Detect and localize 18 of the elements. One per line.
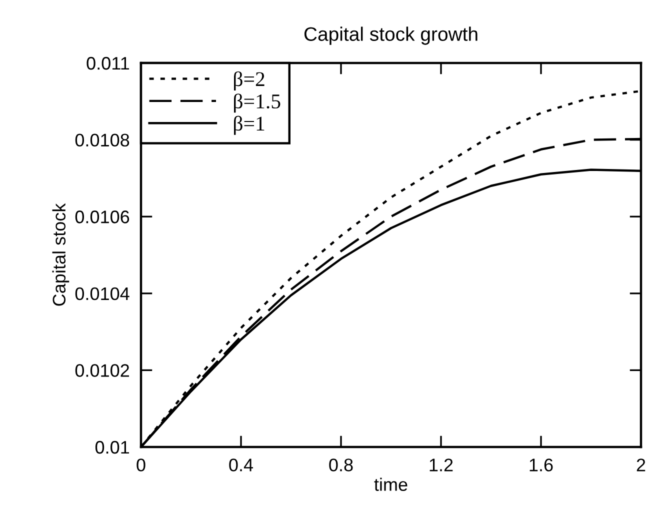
y-tick-label: 0.0106 bbox=[75, 210, 130, 224]
x-tick-label: 2 bbox=[636, 458, 646, 472]
legend-label: β=1.5 bbox=[234, 94, 280, 113]
x-tick-label: 0 bbox=[136, 458, 146, 472]
y-tick-label: 0.0104 bbox=[75, 287, 130, 300]
y-axis-title: Capital stock bbox=[52, 203, 70, 306]
chart-title: Capital stock growth bbox=[304, 26, 478, 45]
legend-label: β=2 bbox=[234, 71, 264, 90]
y-tick-label: 0.0108 bbox=[75, 134, 130, 147]
x-tick-label: 0.4 bbox=[229, 458, 254, 472]
x-axis-title: time bbox=[374, 478, 408, 491]
y-tick-label: 0.0102 bbox=[75, 364, 129, 377]
y-tick-label: 0.01 bbox=[95, 440, 130, 454]
x-tick-label: 0.8 bbox=[329, 458, 353, 472]
legend-label: β=1 bbox=[234, 116, 264, 135]
x-tick-label: 1.6 bbox=[530, 458, 553, 472]
y-tick-label: 0.011 bbox=[86, 56, 130, 70]
x-tick-label: 1.2 bbox=[430, 458, 453, 472]
